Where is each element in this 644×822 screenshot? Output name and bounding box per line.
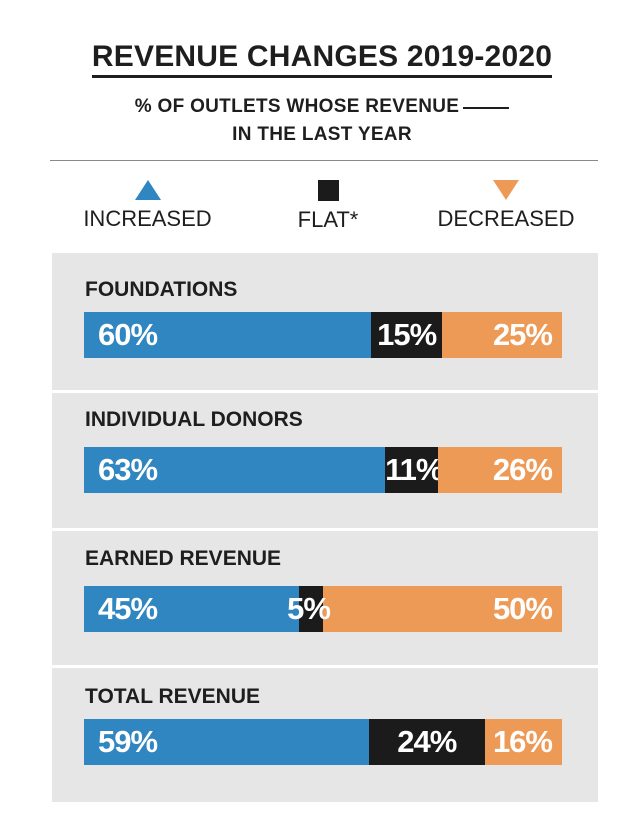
triangle-up-icon — [134, 180, 161, 200]
legend-flat: FLAT* — [288, 180, 368, 233]
panel-total-revenue: TOTAL REVENUE 59% 24% 16% — [52, 668, 598, 802]
legend-decreased: DECREASED — [428, 180, 584, 232]
data-label-increased: 59% — [98, 724, 158, 759]
bar-segment-decreased: 26% — [437, 447, 562, 493]
triangle-down-icon — [493, 180, 519, 200]
data-label-flat: 5% — [287, 591, 331, 626]
data-label-decreased: 25% — [492, 317, 553, 352]
data-label-decreased: 16% — [492, 724, 553, 759]
blank-line — [463, 107, 510, 109]
stacked-bar: 60% 15% 25% — [84, 312, 562, 358]
panel-foundations: FOUNDATIONS 60% 15% 25% — [52, 253, 598, 390]
stacked-bar: 59% 24% 16% — [84, 719, 562, 765]
category-label: INDIVIDUAL DONORS — [85, 408, 303, 431]
bar-segment-decreased: 16% — [484, 719, 562, 765]
bar-segment-flat: 15% — [370, 312, 443, 358]
data-label-flat: 24% — [397, 724, 457, 759]
bar-segment-decreased: 50% — [322, 586, 562, 632]
square-icon — [317, 180, 339, 201]
data-label-flat: 11% — [385, 452, 443, 487]
bar-segment-increased: 63% — [84, 447, 386, 493]
panel-earned-revenue: EARNED REVENUE 45% 5% 50% — [52, 531, 598, 665]
bar-segment-increased: 45% — [84, 586, 300, 632]
legend-decreased-label: DECREASED — [437, 206, 575, 231]
chart-subtitle: % OF OUTLETS WHOSE REVENUE IN THE LAST Y… — [0, 93, 644, 149]
category-label: EARNED REVENUE — [85, 547, 282, 570]
data-label-decreased: 50% — [492, 591, 553, 626]
bar-segment-flat: 24% — [368, 719, 485, 765]
category-label: TOTAL REVENUE — [85, 685, 261, 708]
data-label-increased: 60% — [98, 317, 158, 352]
bar-segment-increased: 59% — [84, 719, 369, 765]
legend-increased-label: INCREASED — [83, 206, 212, 231]
stacked-bar: 63% 11% 26% — [84, 447, 562, 493]
panel-individual-donors: INDIVIDUAL DONORS 63% 11% 26% — [52, 393, 598, 528]
divider-line — [50, 160, 598, 161]
bar-segment-flat: 5% — [287, 586, 331, 632]
chart-title: REVENUE CHANGES 2019-2020 — [0, 40, 644, 78]
subtitle-line-1: % OF OUTLETS WHOSE REVENUE — [134, 96, 460, 117]
category-label: FOUNDATIONS — [85, 278, 238, 301]
stacked-bar: 45% 5% 50% — [84, 586, 562, 632]
subtitle-line-2: IN THE LAST YEAR — [232, 124, 412, 145]
bar-segment-decreased: 25% — [442, 312, 562, 358]
data-label-increased: 45% — [98, 591, 158, 626]
bar-segment-increased: 60% — [84, 312, 371, 358]
data-label-increased: 63% — [98, 452, 158, 487]
legend-flat-label: FLAT* — [297, 207, 359, 232]
legend-increased: INCREASED — [75, 180, 220, 232]
bar-segment-flat: 11% — [385, 447, 443, 493]
data-label-decreased: 26% — [492, 452, 553, 487]
data-label-flat: 15% — [377, 317, 437, 352]
